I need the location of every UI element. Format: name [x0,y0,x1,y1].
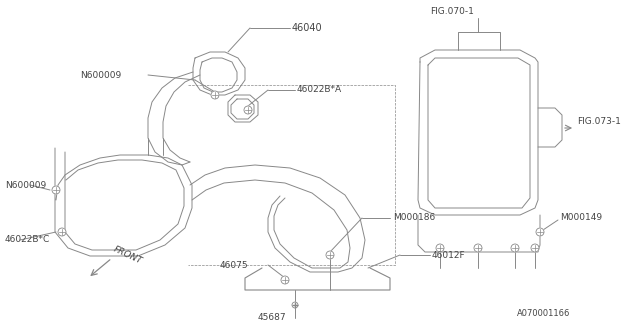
Text: FRONT: FRONT [112,244,143,266]
Circle shape [326,251,334,259]
Circle shape [244,106,252,114]
Circle shape [211,91,219,99]
Text: 46040: 46040 [292,23,323,33]
Text: A070001166: A070001166 [516,309,570,318]
Text: 46022B*C: 46022B*C [5,236,51,244]
Circle shape [511,244,519,252]
Circle shape [58,228,66,236]
Text: 46012F: 46012F [432,251,466,260]
Text: 46022B*A: 46022B*A [297,85,342,94]
Text: FIG.073-1: FIG.073-1 [577,117,621,126]
Circle shape [281,276,289,284]
Circle shape [52,186,60,194]
Text: M000186: M000186 [393,213,435,222]
Circle shape [474,244,482,252]
Circle shape [436,244,444,252]
Circle shape [536,228,544,236]
Text: 46075: 46075 [220,260,248,269]
Text: N600009: N600009 [5,180,46,189]
Text: 45687: 45687 [258,314,287,320]
Circle shape [531,244,539,252]
Text: N600009: N600009 [80,70,121,79]
Text: M000149: M000149 [560,213,602,222]
Text: FIG.070-1: FIG.070-1 [430,7,474,17]
